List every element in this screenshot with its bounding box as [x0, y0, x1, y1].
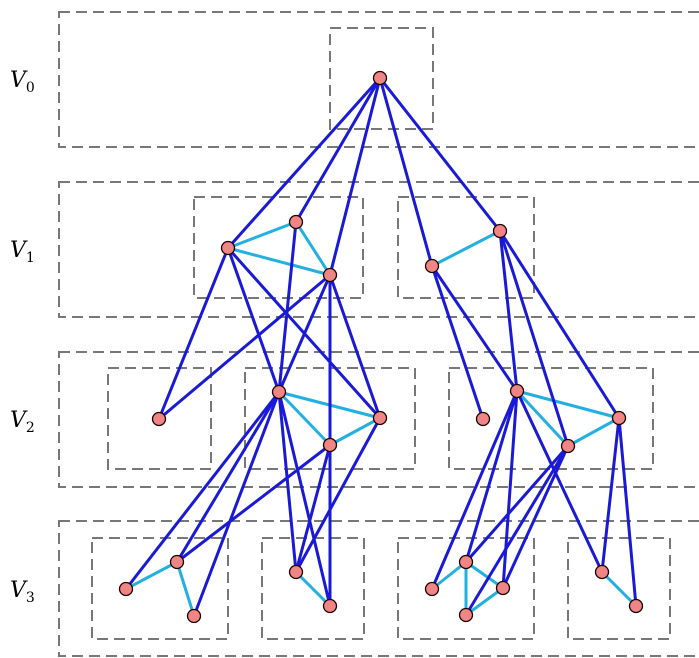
inter-level-edge [157, 273, 332, 421]
level-bands [58, 11, 699, 657]
graph-node [271, 384, 287, 400]
level-3-band [58, 520, 699, 657]
intra-cluster-edge [294, 570, 332, 608]
graph-node [475, 411, 491, 427]
cluster-box [397, 196, 535, 299]
cluster-box [329, 27, 434, 130]
inter-level-edge [226, 76, 382, 250]
inter-level-edge [328, 76, 382, 277]
graph-node [322, 598, 338, 614]
level-2-band [58, 351, 699, 488]
cluster-box [91, 537, 229, 640]
level-label-v1: V1 [10, 238, 35, 266]
graph-node [288, 564, 304, 580]
inter-level-edge [378, 76, 434, 268]
graph-nodes [118, 70, 644, 624]
intra-cluster-edge [226, 246, 332, 277]
intra-cluster-edge [175, 560, 196, 618]
graph-node [169, 554, 185, 570]
graph-node [288, 214, 304, 230]
inter-level-edge [464, 444, 570, 564]
graph-node [151, 411, 167, 427]
intra-cluster-edge [124, 560, 179, 591]
intra-cluster-edges [124, 220, 638, 618]
graph-node [509, 383, 525, 399]
inter-level-edge [498, 229, 621, 420]
inter-level-edge [175, 390, 281, 564]
inter-level-edge [294, 416, 382, 574]
graph-node [372, 70, 388, 86]
inter-level-edge [277, 273, 332, 394]
graph-node [424, 258, 440, 274]
intra-cluster-edge [430, 560, 468, 591]
graph-node [458, 554, 474, 570]
inter-level-edge [277, 390, 332, 608]
inter-level-edge [124, 390, 281, 591]
inter-level-edge [294, 76, 382, 224]
level-0-band [58, 11, 699, 148]
level-label-v2: V2 [10, 408, 35, 436]
inter-level-edges [124, 76, 638, 618]
graph-node [322, 267, 338, 283]
inter-level-edge [226, 246, 281, 394]
graph-node [628, 598, 644, 614]
graph-node [424, 581, 440, 597]
intra-cluster-edge [226, 220, 298, 250]
intra-cluster-edge [464, 586, 505, 617]
inter-level-edge [277, 220, 298, 394]
inter-level-edge [501, 444, 570, 590]
inter-level-edge [600, 416, 621, 574]
intra-cluster-edge [515, 389, 570, 448]
cluster-box [107, 367, 212, 470]
inter-level-edge [501, 389, 519, 590]
inter-level-edge [294, 443, 332, 574]
graph-node [322, 437, 338, 453]
graph-node [495, 580, 511, 596]
inter-level-edge [430, 264, 485, 421]
level-1-band [58, 181, 699, 318]
graph-node [220, 240, 236, 256]
intra-cluster-edge [430, 229, 502, 268]
level-label-v3: V3 [10, 578, 35, 606]
inter-level-edge [464, 444, 570, 617]
inter-level-edge [464, 389, 519, 564]
cluster-box [567, 537, 671, 640]
graph-node [594, 564, 610, 580]
level-label-v0: V0 [10, 68, 35, 96]
graph-node [458, 607, 474, 623]
inter-level-edge [430, 389, 519, 591]
graph-node [186, 608, 202, 624]
inter-level-edge [277, 390, 298, 574]
inter-level-edge [498, 229, 570, 448]
graph-node [492, 223, 508, 239]
inter-level-edge [617, 416, 638, 608]
graph-node [611, 410, 627, 426]
cluster-boxes [91, 27, 671, 640]
level-labels: V0 V1 V2 V3 [10, 68, 35, 606]
cluster-box [397, 537, 535, 640]
intra-cluster-edge [294, 220, 332, 277]
intra-cluster-edge [464, 560, 505, 590]
intra-cluster-edge [277, 390, 332, 447]
inter-level-edge [378, 76, 502, 233]
intra-cluster-edge [566, 416, 621, 448]
intra-cluster-edge [328, 416, 382, 447]
cluster-box [448, 367, 654, 470]
inter-level-edge [430, 264, 519, 393]
inter-level-edge [157, 246, 230, 421]
intra-cluster-edge [515, 389, 621, 420]
inter-level-edge [192, 390, 281, 618]
inter-level-edge [498, 229, 519, 393]
graph-node [560, 438, 576, 454]
graph-node [372, 410, 388, 426]
intra-cluster-edge [600, 570, 638, 608]
inter-level-edge [175, 443, 332, 564]
inter-level-edge [515, 389, 604, 574]
inter-level-edge [328, 273, 382, 420]
graph-node [118, 581, 134, 597]
